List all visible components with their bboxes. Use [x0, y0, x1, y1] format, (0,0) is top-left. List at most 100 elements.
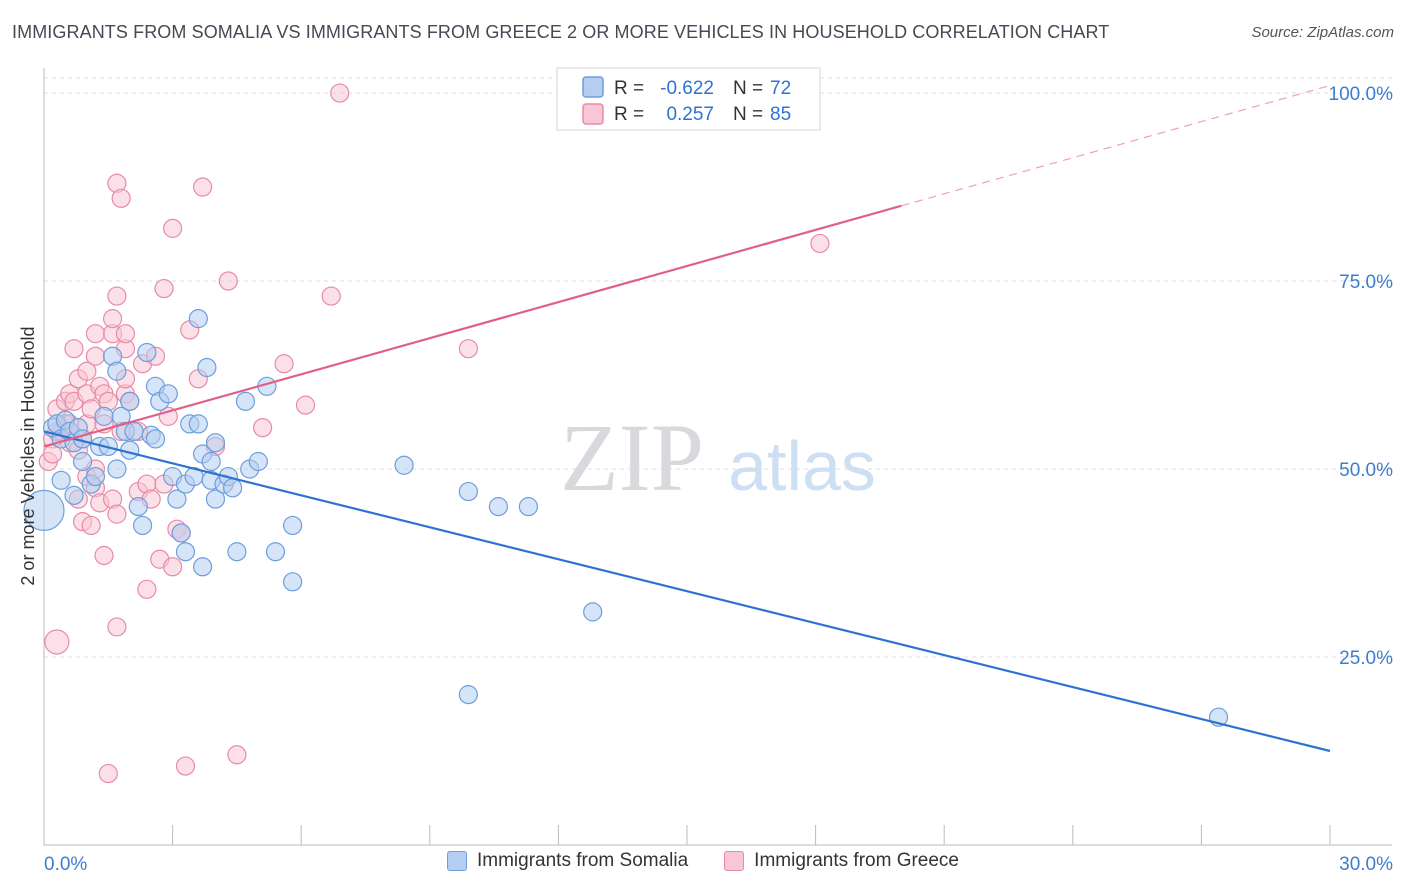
point-somalia-18: [107, 459, 127, 479]
x-tick-label-0: 0.0%: [44, 854, 87, 875]
point-greece-76: [330, 83, 350, 103]
point-somalia-25: [128, 497, 148, 517]
legend-item-somalia[interactable]: Immigrants from Somalia: [447, 850, 688, 872]
point-somalia-48: [205, 433, 226, 453]
point-greece-70: [218, 271, 238, 291]
point-somalia-24: [124, 421, 144, 442]
point-greece-53: [137, 579, 157, 599]
point-somalia-8: [64, 485, 84, 505]
legend-r-value-greece: 0.257: [666, 104, 714, 125]
legend-label-greece: Immigrants from Greece: [754, 850, 959, 871]
trend-line-somalia: [43, 430, 1331, 753]
legend-swatch-greece-bottom: [724, 851, 745, 871]
point-somalia-32: [158, 384, 178, 404]
series-legend: Immigrants from Somalia Immigrants from …: [0, 850, 1406, 872]
legend-swatch-somalia: [582, 76, 604, 98]
point-greece-41: [107, 504, 127, 524]
point-greece-77: [458, 339, 478, 359]
trend-lines: [43, 84, 1331, 753]
stats-legend: R = -0.622 N = 72 R = 0.257 N = 85: [556, 67, 821, 131]
point-somalia-44: [197, 357, 217, 378]
x-tick-labels: 0.0% 30.0%: [44, 854, 1393, 875]
point-somalia-45: [201, 451, 221, 472]
point-somalia-34: [167, 489, 187, 509]
point-somalia-60: [394, 455, 414, 475]
point-greece-13: [64, 339, 84, 359]
series-greece-points: [38, 83, 830, 784]
point-somalia-63: [488, 497, 508, 517]
point-somalia-13: [85, 466, 106, 487]
point-somalia-4: [51, 470, 71, 490]
trend-line-greece: [43, 204, 902, 448]
watermark-atlas: atlas: [728, 427, 876, 505]
point-somalia-55: [248, 451, 268, 472]
point-greece-68: [193, 177, 213, 197]
series-somalia-points: [23, 309, 1229, 727]
point-somalia-10: [72, 451, 93, 472]
point-greece-75: [321, 286, 341, 306]
legend-n-label: N =: [733, 78, 763, 99]
point-somalia-52: [227, 542, 247, 562]
point-somalia-29: [145, 429, 166, 449]
point-somalia-23: [120, 391, 140, 411]
point-greece-21: [77, 361, 97, 381]
y-tick-label-1: 50.0%: [1339, 460, 1393, 481]
point-somalia-62: [458, 481, 478, 502]
point-greece-33: [94, 545, 114, 566]
point-greece-73: [274, 354, 294, 374]
legend-n-label-2: N =: [733, 104, 763, 125]
point-greece-27: [85, 346, 106, 366]
watermark: ZIP atlas: [560, 404, 876, 511]
legend-n-value-greece: 85: [770, 104, 791, 125]
point-somalia-59: [283, 572, 303, 592]
y-tick-labels: 25.0% 50.0% 75.0% 100.0%: [1329, 84, 1394, 669]
point-greece-48: [115, 324, 136, 344]
point-greece-71: [227, 745, 247, 765]
point-somalia-58: [283, 515, 303, 536]
point-greece-74: [295, 395, 316, 415]
point-somalia-51: [223, 478, 243, 498]
chart-title: IMMIGRANTS FROM SOMALIA VS IMMIGRANTS FR…: [12, 22, 1110, 42]
point-greece-5: [44, 629, 70, 655]
point-somalia-65: [583, 602, 603, 622]
point-greece-40: [107, 286, 127, 306]
legend-swatch-greece: [582, 103, 604, 125]
point-greece-38: [102, 309, 123, 329]
point-somalia-53: [235, 391, 256, 411]
point-greece-28: [85, 324, 106, 344]
point-greece-78: [810, 233, 830, 254]
axes: [43, 68, 1392, 846]
legend-label-somalia: Immigrants from Somalia: [477, 850, 689, 871]
point-somalia-41: [188, 309, 208, 329]
grid: [44, 77, 1392, 658]
point-greece-43: [111, 188, 131, 208]
point-greece-62: [163, 218, 183, 238]
y-tick-label-0: 25.0%: [1339, 648, 1393, 669]
point-somalia-26: [132, 515, 153, 536]
y-axis-label: 2 or more Vehicles in Household: [18, 326, 38, 585]
legend-r-label: R =: [614, 78, 644, 99]
legend-r-label-2: R =: [614, 104, 644, 125]
point-greece-65: [175, 756, 196, 776]
y-tick-label-2: 75.0%: [1339, 272, 1393, 293]
point-somalia-15: [94, 406, 114, 426]
point-somalia-27: [137, 342, 157, 363]
point-somalia-47: [205, 489, 226, 509]
point-somalia-40: [188, 414, 208, 434]
point-somalia-64: [518, 497, 538, 517]
legend-n-value-somalia: 72: [770, 78, 791, 99]
legend-r-value-somalia: -0.622: [660, 78, 714, 99]
y-tick-label-3: 100.0%: [1329, 84, 1394, 105]
point-somalia-35: [171, 523, 191, 543]
point-somalia-36: [175, 542, 196, 562]
legend-item-greece[interactable]: Immigrants from Greece: [724, 850, 959, 872]
point-greece-35: [98, 763, 118, 784]
trend-line-greece-extension: [901, 84, 1331, 207]
point-somalia-43: [193, 557, 213, 577]
legend-swatch-somalia-bottom: [447, 851, 467, 871]
point-somalia-61: [458, 685, 478, 705]
source-label: Source: ZipAtlas.com: [1251, 24, 1394, 41]
point-somalia-0: [23, 489, 65, 531]
point-greece-72: [253, 418, 273, 438]
